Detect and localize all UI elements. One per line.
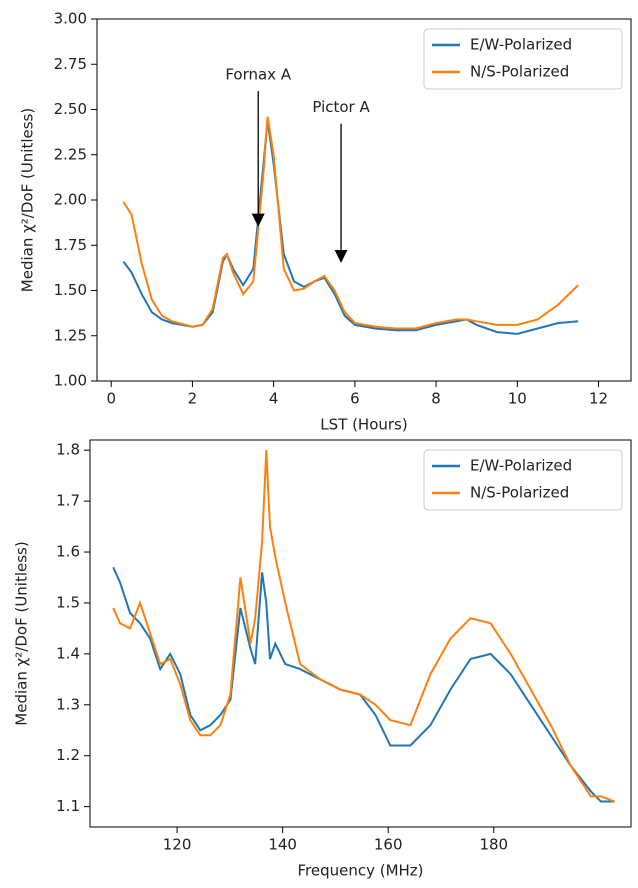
x-tick-label: 180 bbox=[479, 836, 508, 854]
x-tick-label: 8 bbox=[431, 390, 441, 408]
legend-box bbox=[423, 28, 623, 90]
y-tick-label: 2.25 bbox=[54, 145, 87, 163]
plot-frame bbox=[89, 439, 632, 828]
y-tick-label: 1.4 bbox=[56, 644, 80, 662]
y-tick-label: 1.7 bbox=[56, 492, 80, 510]
x-tick-label: 12 bbox=[589, 390, 608, 408]
legend-label: E/W-Polarized bbox=[470, 457, 572, 475]
legend-label: N/S-Polarized bbox=[470, 63, 569, 81]
y-tick-label: 1.00 bbox=[54, 372, 87, 390]
plot-frame bbox=[96, 18, 632, 382]
y-tick-label: 1.5 bbox=[56, 593, 80, 611]
legend-box bbox=[423, 449, 623, 511]
legend-label: E/W-Polarized bbox=[470, 36, 572, 54]
x-tick-label: 160 bbox=[374, 836, 403, 854]
y-tick-label: 1.3 bbox=[56, 695, 80, 713]
x-tick-label: 140 bbox=[268, 836, 297, 854]
series-line bbox=[112, 450, 615, 803]
x-tick-label: 2 bbox=[188, 390, 198, 408]
series-line bbox=[122, 120, 579, 335]
y-tick-label: 1.75 bbox=[54, 236, 87, 254]
x-tick-label: 120 bbox=[163, 836, 192, 854]
x-tick-label: 10 bbox=[508, 390, 527, 408]
y-axis-label: Median χ²/DoF (Unitless) bbox=[13, 541, 31, 725]
y-tick-label: 2.75 bbox=[54, 55, 87, 73]
y-tick-label: 1.6 bbox=[56, 543, 80, 561]
y-tick-label: 2.50 bbox=[54, 100, 87, 118]
y-tick-label: 1.50 bbox=[54, 281, 87, 299]
x-tick-label: 0 bbox=[106, 390, 116, 408]
series-line bbox=[112, 566, 615, 803]
annotation: Pictor A bbox=[312, 98, 370, 116]
y-tick-label: 1.2 bbox=[56, 746, 80, 764]
x-tick-label: 4 bbox=[269, 390, 279, 408]
y-tick-label: 1.8 bbox=[56, 441, 80, 459]
series-line bbox=[122, 116, 579, 330]
annotation: Fornax A bbox=[225, 66, 292, 84]
y-tick-label: 1.1 bbox=[56, 797, 80, 815]
y-axis-label: Median χ²/DoF (Unitless) bbox=[19, 108, 37, 292]
y-tick-label: 1.25 bbox=[54, 326, 87, 344]
y-tick-label: 2.00 bbox=[54, 191, 87, 209]
x-tick-label: 6 bbox=[350, 390, 360, 408]
y-tick-label: 3.00 bbox=[54, 10, 87, 28]
legend-label: N/S-Polarized bbox=[470, 484, 569, 502]
x-axis-label: Frequency (MHz) bbox=[297, 862, 423, 880]
x-axis-label: LST (Hours) bbox=[320, 416, 407, 434]
